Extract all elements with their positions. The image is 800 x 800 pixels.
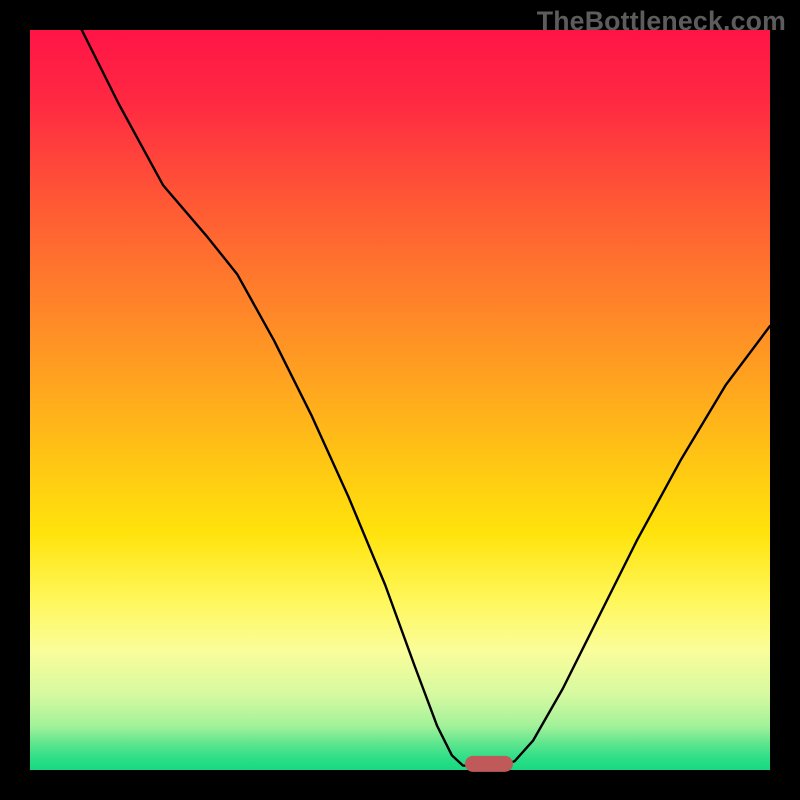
chart-container: TheBottleneck.com <box>0 0 800 800</box>
curve-path <box>82 30 770 766</box>
plot-area <box>30 30 770 770</box>
bottleneck-curve <box>30 30 770 770</box>
optimal-marker <box>465 756 513 772</box>
